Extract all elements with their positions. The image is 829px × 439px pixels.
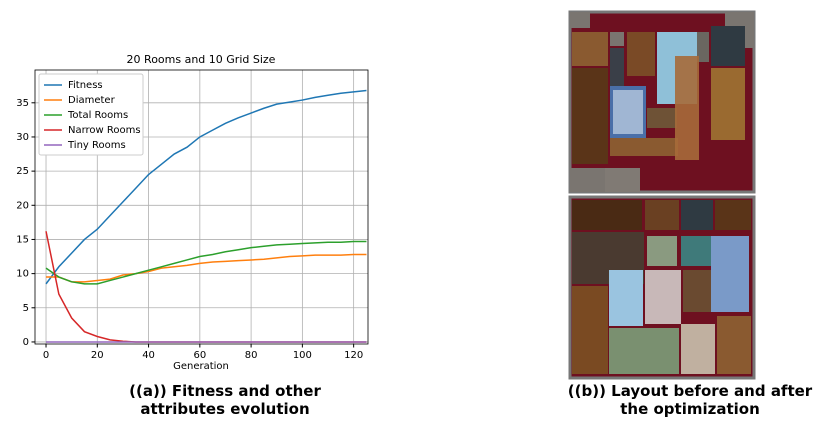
x-axis-label: Generation <box>173 361 229 372</box>
legend-label: Fitness <box>68 80 103 91</box>
y-tick-label: 5 <box>23 303 29 314</box>
y-tick-label: 25 <box>16 166 29 177</box>
x-tick-label: 20 <box>91 350 104 361</box>
legend-label: Narrow Rooms <box>68 125 141 136</box>
legend-label: Total Rooms <box>67 110 128 121</box>
x-tick-label: 120 <box>344 350 363 361</box>
y-tick-label: 20 <box>16 200 29 211</box>
chart: 20 Rooms and 10 Grid Size Generation 0 5 1… <box>0 0 420 380</box>
layout-before <box>570 12 754 192</box>
x-tick-label: 0 <box>43 350 49 361</box>
series-line <box>46 231 366 342</box>
x-tick-label: 80 <box>245 350 258 361</box>
layout-after <box>570 197 754 378</box>
page: 20 Rooms and 10 Grid Size Generation 0 5 1… <box>0 0 829 439</box>
y-tick-label: 30 <box>16 132 29 143</box>
x-tick-label: 100 <box>293 350 312 361</box>
chart-title: 20 Rooms and 10 Grid Size <box>127 53 276 66</box>
legend-label: Diameter <box>68 95 116 106</box>
y-tick-label: 15 <box>16 234 29 245</box>
caption-b: ((b)) Layout before and after the optimi… <box>560 382 820 418</box>
x-tick-label: 60 <box>193 350 206 361</box>
caption-a: ((a)) Fitness and other attributes evolu… <box>95 382 355 418</box>
legend-label: Tiny Rooms <box>67 140 126 151</box>
y-tick-label: 0 <box>23 337 29 348</box>
series-line <box>46 254 366 281</box>
y-tick-label: 35 <box>16 98 29 109</box>
y-tick-label: 10 <box>16 269 29 280</box>
layout-images <box>565 8 765 388</box>
x-tick-label: 40 <box>142 350 155 361</box>
